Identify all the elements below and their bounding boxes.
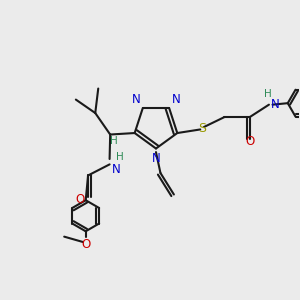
Text: H: H [116,152,124,162]
Text: H: H [110,136,118,146]
Text: O: O [75,194,85,206]
Text: N: N [152,152,160,165]
Text: S: S [198,122,206,135]
Text: N: N [270,98,279,111]
Text: O: O [245,135,254,148]
Text: N: N [112,164,121,176]
Text: N: N [172,94,180,106]
Text: H: H [264,89,271,99]
Text: O: O [81,238,90,251]
Text: N: N [132,94,140,106]
